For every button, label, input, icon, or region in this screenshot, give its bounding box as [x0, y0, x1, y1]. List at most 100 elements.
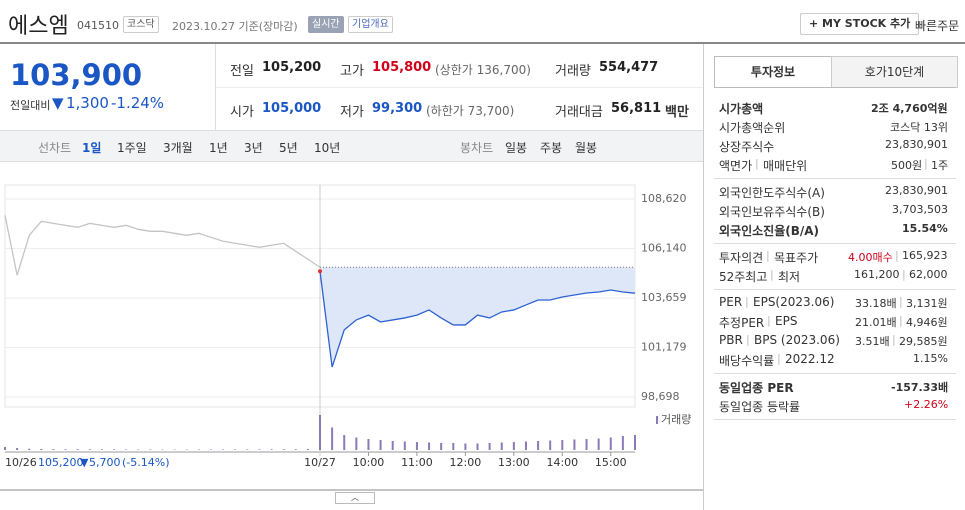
- my-stock[interactable]: + MY STOCK 추가: [800, 13, 920, 35]
- change: 1,300: [66, 94, 109, 112]
- info-value: 3.51배: [855, 335, 890, 348]
- volume-bar: [391, 441, 394, 450]
- overview[interactable]: 기업개요: [348, 16, 393, 33]
- separator: |: [770, 268, 774, 281]
- info-value: 1.15%: [913, 352, 948, 365]
- tab[interactable]: 10년: [314, 141, 341, 155]
- volume-bar: [343, 435, 346, 450]
- prev-close: 105,200: [38, 456, 84, 469]
- volume-bar: [197, 449, 200, 450]
- x-tick-label: 13:00: [498, 456, 530, 469]
- volume-bar: [331, 427, 334, 450]
- x-tick-label: 14:00: [546, 456, 578, 469]
- volume-bar: [149, 449, 152, 450]
- info-value: 500원: [891, 159, 923, 172]
- volume-bar: [209, 449, 212, 450]
- tab[interactable]: 1일: [82, 141, 102, 155]
- info-value: 21.01배: [855, 316, 897, 329]
- summary-value: 56,811: [611, 101, 662, 116]
- expand-handle[interactable]: ︿: [335, 492, 375, 504]
- tab[interactable]: 1년: [209, 141, 228, 155]
- change-label: 전일대비: [10, 99, 51, 112]
- info-value: 23,830,901: [885, 138, 948, 151]
- volume-bar: [52, 449, 55, 450]
- y-tick-label: 101,179: [641, 340, 687, 353]
- tab[interactable]: 5년: [279, 141, 298, 155]
- volume-bar: [234, 449, 237, 450]
- volume-bar: [125, 449, 128, 450]
- volume-bar: [561, 440, 564, 450]
- info-label: 외국인보유주식수(B): [719, 205, 825, 219]
- info-label: 시가총액순위: [719, 121, 786, 135]
- info-label: 외국인한도주식수(A): [719, 186, 825, 200]
- date: 2023.10.27 기준(장마감): [172, 20, 298, 33]
- separator: |: [895, 249, 899, 262]
- summary-note: (상한가 136,700): [435, 63, 531, 77]
- separator: |: [902, 268, 906, 281]
- market: 코스닥: [123, 16, 159, 33]
- y-tick-label: 106,140: [641, 241, 687, 254]
- volume-bar: [282, 449, 285, 450]
- info-label: 외국인소진율(B/A): [719, 224, 820, 238]
- price: 103,900: [10, 58, 143, 92]
- tab[interactable]: 1주일: [117, 141, 147, 155]
- volume-bar: [537, 441, 540, 450]
- info-value: 15.54%: [902, 222, 948, 235]
- volume-bar: [355, 437, 358, 450]
- volume-bar: [573, 439, 576, 450]
- info-label: BPS (2023.06): [754, 333, 840, 347]
- tab[interactable]: 일봉: [505, 141, 528, 155]
- tab[interactable]: 3년: [244, 141, 263, 155]
- volume-bar: [403, 441, 406, 450]
- tab-bar: [0, 130, 703, 162]
- info-label: 추정PER: [719, 316, 765, 330]
- divider: [714, 178, 956, 179]
- summary-label: 거래대금: [555, 105, 603, 120]
- tab[interactable]: 투자정보: [714, 56, 832, 87]
- info-value: 4,946원: [906, 316, 948, 329]
- info-value: 3,703,503: [892, 203, 948, 216]
- volume-bar: [246, 449, 249, 450]
- summary-value: 99,300: [372, 101, 423, 116]
- summary-label: 거래량: [555, 64, 591, 79]
- info-label: 목표주가: [774, 251, 819, 265]
- volume-legend-swatch: [656, 416, 658, 424]
- separator: |: [755, 157, 759, 170]
- separator: |: [777, 352, 781, 365]
- quick-order[interactable]: 빠른주문: [915, 19, 960, 33]
- price-line: [4, 215, 321, 276]
- tab[interactable]: 3개월: [163, 141, 193, 155]
- tab[interactable]: 주봉: [540, 141, 563, 155]
- chart: 108,620 106,140 103,659 101,179 98,698 10:00 1…: [0, 184, 703, 491]
- info-value: 33.18배: [855, 297, 897, 310]
- volume-bar: [512, 442, 515, 450]
- info-label: 2022.12: [785, 352, 835, 366]
- tab[interactable]: 호가10단계: [831, 56, 958, 88]
- separator: |: [746, 333, 750, 346]
- summary-label: 시가: [230, 105, 254, 120]
- volume-bar: [464, 443, 467, 450]
- separator: |: [924, 157, 928, 170]
- info-label: 동일업종 등락률: [719, 400, 801, 414]
- volume-bar: [549, 440, 552, 450]
- volume-legend: 거래량: [661, 413, 691, 426]
- info-label: 매매단위: [763, 159, 808, 173]
- separator: |: [766, 249, 770, 262]
- change-arrow: ▼: [52, 94, 64, 112]
- tab[interactable]: 월봉: [575, 141, 598, 155]
- volume-bar: [452, 443, 455, 450]
- volume-bar: [4, 447, 6, 450]
- divider: [216, 87, 703, 88]
- tab-label: 봉차트: [460, 141, 494, 155]
- realtime[interactable]: 실시간: [308, 16, 344, 33]
- info-label: EPS: [775, 314, 798, 328]
- volume-bar: [597, 438, 600, 450]
- volume-bar: [428, 442, 431, 450]
- divider: [714, 243, 956, 244]
- summary-note: (하한가 73,700): [426, 104, 515, 118]
- info-value: 3,131원: [906, 297, 948, 310]
- info-value: -157.33배: [891, 381, 949, 394]
- volume-bar: [100, 449, 103, 450]
- separator: |: [892, 333, 896, 346]
